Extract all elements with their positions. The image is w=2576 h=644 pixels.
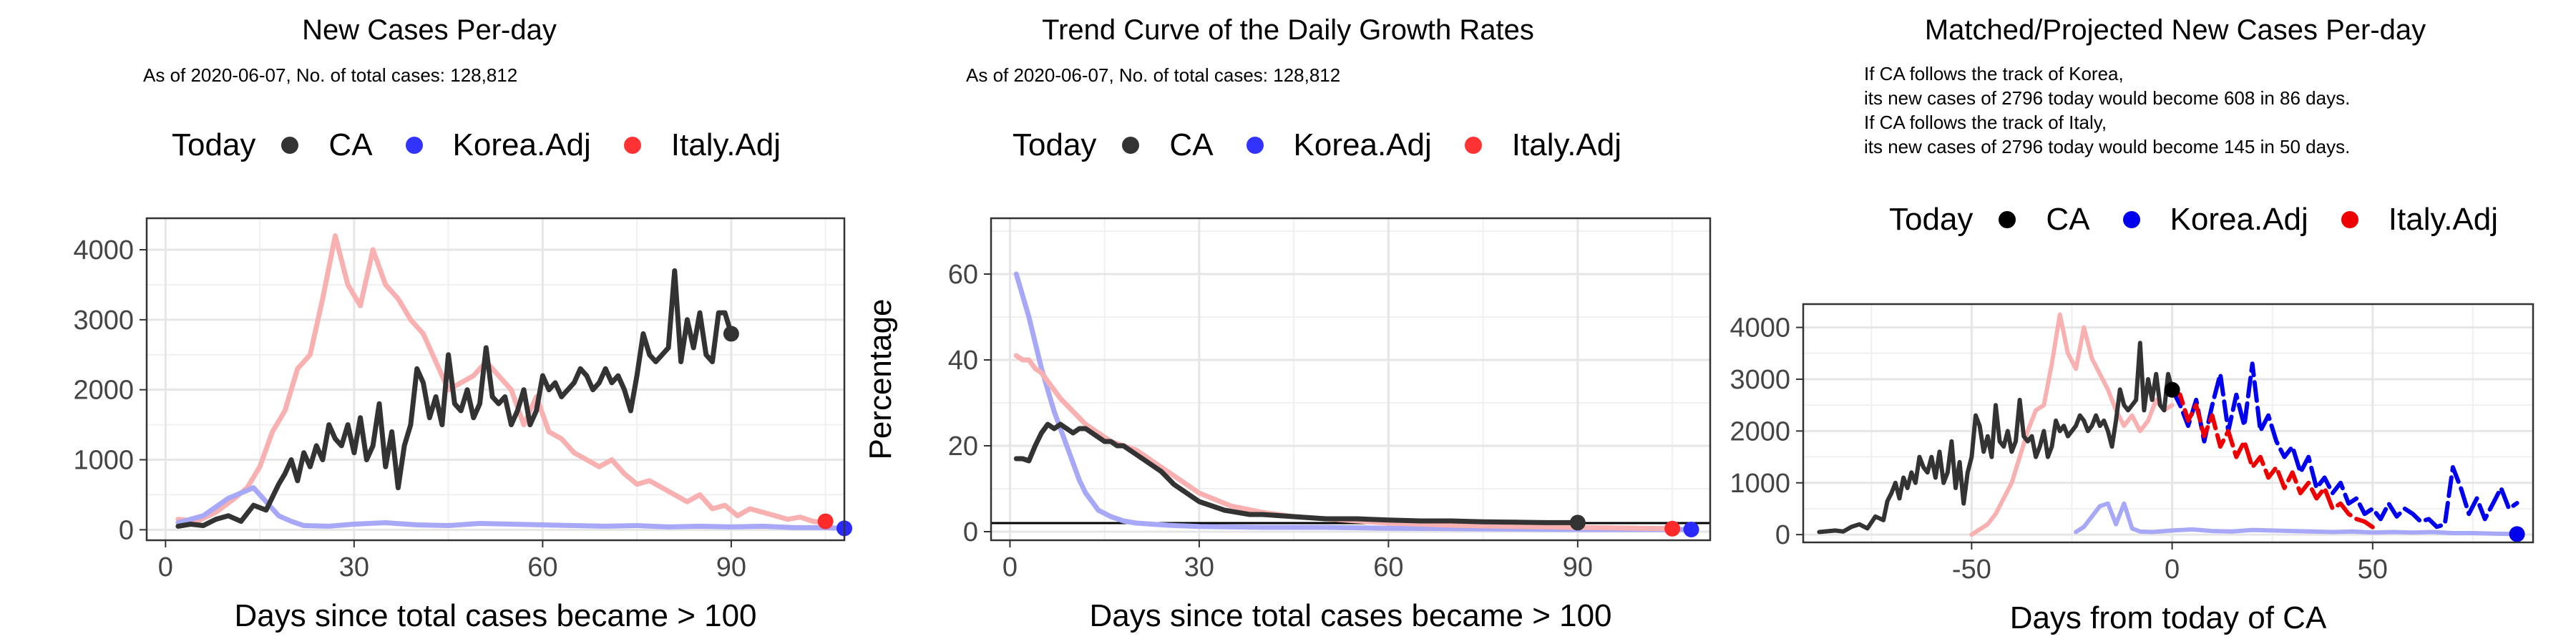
today-point-italy-adj	[817, 513, 834, 530]
legend-dot-ca	[1999, 211, 2016, 228]
x-tick-label: 60	[1373, 552, 1403, 582]
annotation-line-3: If CA follows the track of Italy,	[1864, 112, 2107, 133]
legend-label-italy: Italy.Adj	[670, 127, 781, 162]
today-point-italy-adj	[1664, 520, 1681, 537]
x-tick-label: 0	[1002, 552, 1018, 582]
plot-border	[990, 217, 1712, 542]
plot-border	[1802, 303, 2534, 544]
y-tick-label: 0	[119, 515, 134, 545]
y-tick-label: 0	[963, 517, 978, 547]
series-line-italy-adj-projected	[2170, 387, 2375, 530]
series-line-italy-adj-past	[1969, 312, 2175, 537]
plot-area-new-cases: 0 30 60 90 0 1000 2000 3000 4000 Days since total…	[73, 217, 852, 633]
legend-dot-ca	[1122, 137, 1140, 154]
plot-area-growth-rates: 0 30 60 90 0 20 40 60 Days since total cases bec…	[863, 217, 1712, 633]
chart-legend: Today CA Korea.Adj Italy.Adj	[1889, 202, 2531, 238]
legend-dot-italy	[1464, 137, 1482, 154]
legend-dot-korea	[1246, 137, 1264, 154]
legend-label-ca: CA	[328, 127, 373, 162]
y-tick-label: 2000	[1729, 416, 1790, 447]
x-axis-title: Days from today of CA	[2010, 600, 2327, 635]
y-tick-label: 0	[1775, 520, 1790, 550]
y-tick-label: 40	[948, 346, 978, 376]
x-tick-label: 0	[2165, 555, 2180, 585]
legend-item-korea: Korea.Adj	[2122, 202, 2308, 238]
today-point-ca	[1569, 514, 1586, 531]
series-line-italy-adj	[1013, 353, 1675, 532]
panel-projected: Matched/Projected New Cases Per-day If C…	[1717, 0, 2576, 644]
y-axis-title: Percentage	[863, 298, 898, 459]
legend-item-korea: Korea.Adj	[405, 127, 591, 163]
legend-item-korea: Korea.Adj	[1246, 127, 1432, 163]
series-line-italy-adj	[175, 233, 829, 525]
legend-dot-italy	[2341, 211, 2358, 228]
chart-legend: Today CA Korea.Adj Italy.Adj	[172, 127, 814, 163]
x-tick-label: 30	[1184, 552, 1214, 582]
series-line-korea-adj-past	[2074, 501, 2519, 537]
series-line-korea-adj	[1013, 271, 1694, 532]
today-point-korea-adj	[2509, 526, 2525, 542]
today-point-ca	[2164, 381, 2180, 398]
annotation-line-4: its new cases of 2796 today would become…	[1864, 136, 2351, 157]
series-line-ca	[1817, 341, 2175, 535]
chart-title: New Cases Per-day	[302, 14, 557, 46]
x-tick-label: 90	[1563, 552, 1593, 582]
chart-title: Matched/Projected New Cases Per-day	[1924, 14, 2426, 46]
annotation-line-1: If CA follows the track of Korea,	[1864, 63, 2124, 84]
legend-dot-korea	[405, 137, 423, 154]
x-tick-label: 50	[2358, 555, 2388, 585]
y-tick-label: 60	[948, 260, 978, 290]
panel-growth-rates: Trend Curve of the Daily Growth Rates As…	[859, 0, 1717, 644]
plot-border	[145, 217, 846, 542]
legend-label-italy: Italy.Adj	[2388, 202, 2499, 237]
legend-label-ca: CA	[1169, 127, 1214, 162]
y-tick-label: 1000	[1729, 469, 1790, 499]
y-tick-label: 4000	[73, 235, 134, 265]
legend-dot-korea	[2122, 211, 2140, 228]
legend-item-italy: Italy.Adj	[1464, 127, 1622, 163]
legend-item-italy: Italy.Adj	[2341, 202, 2498, 238]
legend-dot-italy	[623, 137, 641, 154]
legend-item-italy: Italy.Adj	[623, 127, 781, 163]
legend-title: Today	[1889, 202, 1974, 237]
annotation-line-2: its new cases of 2796 today would become…	[1864, 87, 2351, 109]
chart-subtitle: As of 2020-06-07, No. of total cases: 12…	[143, 64, 518, 86]
x-axis-title: Days since total cases became > 100	[1089, 598, 1611, 633]
y-tick-label: 3000	[1729, 365, 1790, 395]
y-tick-label: 2000	[73, 376, 134, 406]
x-tick-label: 90	[716, 552, 746, 582]
x-tick-label: 30	[339, 552, 369, 582]
legend-dot-ca	[281, 137, 299, 154]
legend-item-ca: CA	[281, 127, 373, 163]
y-tick-label: 4000	[1729, 313, 1790, 343]
x-tick-label: -50	[1952, 555, 1991, 585]
legend-label-ca: CA	[2046, 202, 2090, 237]
y-tick-label: 20	[948, 431, 978, 462]
y-tick-label: 3000	[73, 306, 134, 336]
legend-label-italy: Italy.Adj	[1511, 127, 1622, 162]
legend-label-korea: Korea.Adj	[452, 127, 591, 162]
legend-label-korea: Korea.Adj	[2170, 202, 2308, 237]
series-line-korea-adj-projected	[2170, 361, 2519, 530]
series-line-ca	[1013, 421, 1581, 525]
legend-item-ca: CA	[1999, 202, 2090, 238]
legend-title: Today	[172, 127, 256, 162]
chart-legend: Today CA Korea.Adj Italy.Adj	[1013, 127, 1654, 163]
chart-subtitle: As of 2020-06-07, No. of total cases: 12…	[966, 64, 1341, 86]
series-line-korea-adj	[175, 485, 847, 531]
series-line-ca	[175, 268, 734, 529]
panel-new-cases: New Cases Per-day As of 2020-06-07, No. …	[0, 0, 859, 644]
x-tick-label: 60	[527, 552, 557, 582]
legend-item-ca: CA	[1122, 127, 1214, 163]
x-tick-label: 0	[158, 552, 173, 582]
today-point-ca	[723, 326, 739, 342]
legend-title: Today	[1013, 127, 1097, 162]
chart-title: Trend Curve of the Daily Growth Rates	[1042, 14, 1534, 46]
today-point-korea-adj	[1683, 522, 1699, 537]
legend-label-korea: Korea.Adj	[1293, 127, 1432, 162]
y-tick-label: 1000	[73, 446, 134, 476]
x-axis-title: Days since total cases became > 100	[234, 598, 756, 633]
